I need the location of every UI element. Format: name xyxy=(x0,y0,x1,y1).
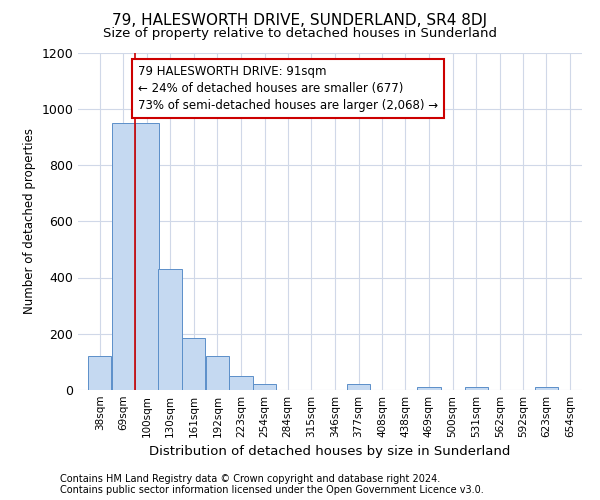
Text: Contains public sector information licensed under the Open Government Licence v3: Contains public sector information licen… xyxy=(60,485,484,495)
Bar xyxy=(182,338,205,390)
Bar xyxy=(464,387,488,390)
Bar xyxy=(158,269,182,390)
Text: Contains HM Land Registry data © Crown copyright and database right 2024.: Contains HM Land Registry data © Crown c… xyxy=(60,474,440,484)
Bar xyxy=(88,356,112,390)
Y-axis label: Number of detached properties: Number of detached properties xyxy=(23,128,36,314)
Bar xyxy=(136,123,159,390)
Bar xyxy=(417,387,440,390)
Text: Size of property relative to detached houses in Sunderland: Size of property relative to detached ho… xyxy=(103,28,497,40)
Text: 79 HALESWORTH DRIVE: 91sqm
← 24% of detached houses are smaller (677)
73% of sem: 79 HALESWORTH DRIVE: 91sqm ← 24% of deta… xyxy=(139,65,439,112)
Bar xyxy=(229,376,253,390)
Bar xyxy=(347,384,370,390)
Bar xyxy=(535,387,558,390)
Text: 79, HALESWORTH DRIVE, SUNDERLAND, SR4 8DJ: 79, HALESWORTH DRIVE, SUNDERLAND, SR4 8D… xyxy=(112,12,488,28)
X-axis label: Distribution of detached houses by size in Sunderland: Distribution of detached houses by size … xyxy=(149,446,511,458)
Bar xyxy=(206,356,229,390)
Bar xyxy=(253,384,277,390)
Bar xyxy=(112,123,135,390)
